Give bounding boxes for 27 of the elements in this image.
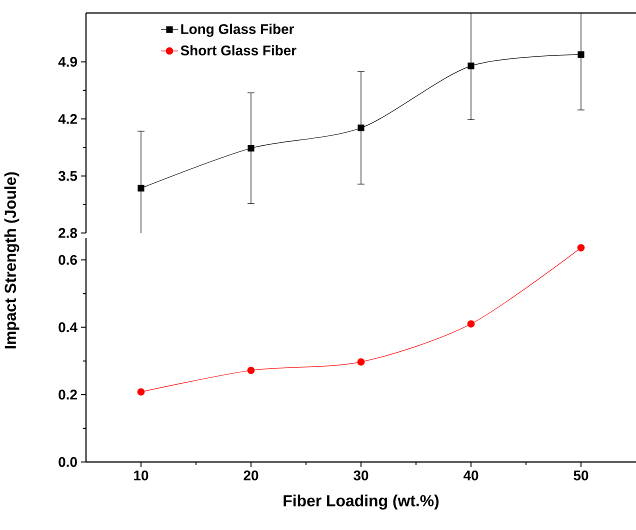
y-tick-label: 4.9 xyxy=(58,56,77,67)
y-tick-label: 0.4 xyxy=(58,322,78,332)
y-tick-label: 2.8 xyxy=(58,228,78,238)
y-tick-label: 3.5 xyxy=(58,171,78,181)
point xyxy=(468,62,474,70)
point xyxy=(358,124,364,132)
point xyxy=(247,366,255,374)
point xyxy=(577,244,585,252)
y-tick-label: 0.6 xyxy=(58,254,77,265)
point xyxy=(467,320,475,328)
point xyxy=(357,358,365,366)
y-tick-label: 0.0 xyxy=(58,457,77,467)
point xyxy=(138,184,144,192)
point xyxy=(137,388,145,396)
x-tick-label: 40 xyxy=(463,470,478,480)
legend-label: Long Glass Fiber xyxy=(181,24,294,37)
y-axis-title: Impact Strength (Joule) xyxy=(4,172,20,348)
x-tick-label: 30 xyxy=(354,470,368,480)
point xyxy=(248,144,254,152)
x-tick-label: 50 xyxy=(574,470,588,480)
x-tick-label: 10 xyxy=(134,470,148,480)
point xyxy=(578,51,584,58)
y-tick-label: 0.2 xyxy=(58,390,77,400)
legend-label: Short Glass Fiber xyxy=(180,45,296,56)
x-axis-title: Fiber Loading (wt.%) xyxy=(284,494,439,510)
x-tick-label: 20 xyxy=(244,470,258,480)
y-tick-label: 4.2 xyxy=(58,114,77,124)
